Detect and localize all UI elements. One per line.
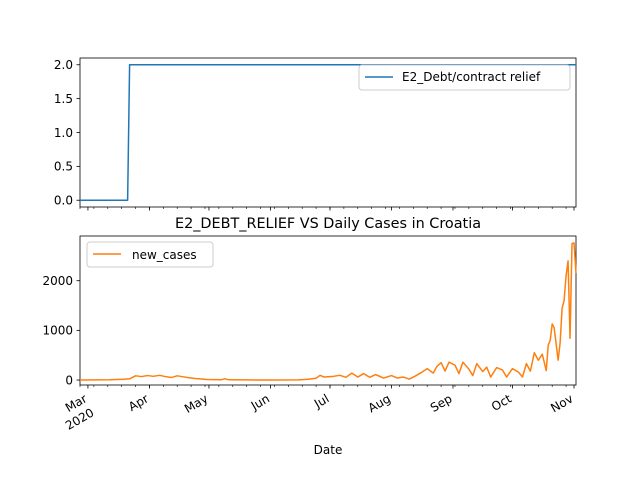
chart-title: E2_DEBT_RELIEF VS Daily Cases in Croatia [175,216,481,232]
debt-relief-y-tick-label: 2.0 [54,58,73,72]
daily-cases-plot-frame [79,235,577,386]
daily-cases-series-line [79,242,577,381]
daily-cases-y-tick-label: 1000 [42,324,73,338]
debt-relief-y-tick-label: 1.5 [54,92,73,106]
debt-relief-y-tick-label: 0.5 [54,160,73,174]
debt-relief-legend: E2_Debt/contract relief [358,64,571,91]
daily-cases-y-tick-label: 0 [65,373,73,387]
debt-relief-y-tick-label: 0.0 [54,194,73,208]
debt-relief-plot: 0.0 0.5 1.0 1.5 2.0 E2_Debt/contract relief [54,57,577,211]
x-axis-label: Date [314,443,343,457]
debt-relief-x-axis [79,207,575,211]
daily-cases-legend-label: new_cases [132,248,197,262]
debt-relief-legend-label: E2_Debt/contract relief [402,70,541,84]
debt-relief-legend-box [358,64,571,91]
daily-cases-y-tick-label: 2000 [42,274,73,288]
daily-cases-series [79,242,577,381]
daily-cases-legend-box [86,241,214,268]
daily-cases-y-axis: 0 1000 2000 [42,274,80,387]
debt-relief-y-tick-label: 1.0 [54,126,73,140]
debt-relief-series-line [80,64,576,201]
x-tick-label: Jul [311,391,331,411]
debt-relief-y-axis: 0.0 0.5 1.0 1.5 2.0 [54,58,80,208]
daily-cases-legend: new_cases [86,241,214,268]
debt-relief-series [80,64,576,201]
